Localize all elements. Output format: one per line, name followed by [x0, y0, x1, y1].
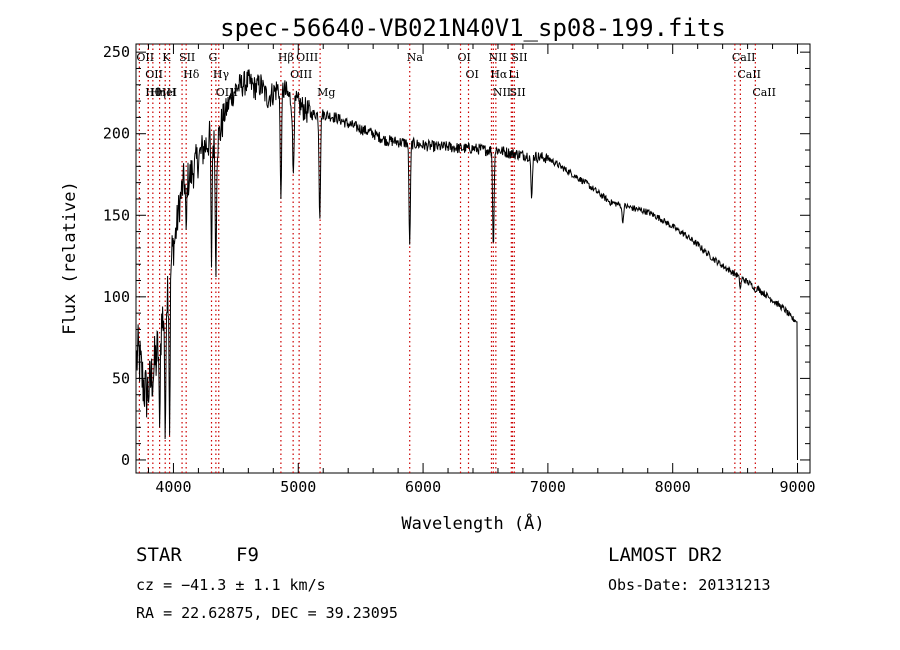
y-tick-label: 50	[112, 369, 130, 387]
spectral-line-label: Hδ	[183, 68, 200, 81]
x-tick-label: 6000	[405, 478, 441, 496]
y-tick-label: 250	[103, 43, 130, 61]
y-tick-label: 100	[103, 288, 130, 306]
y-tick-label: 200	[103, 125, 130, 143]
spectral-line-labels: OIIOIIHθHηHeIKHSIIHδGHγOIIIHβOIIIOIIIMgN…	[136, 51, 776, 99]
x-tick-label: 8000	[655, 478, 691, 496]
spectral-line-label: OII	[136, 51, 154, 64]
spectral-line-label: SII	[509, 86, 525, 99]
spectral-line-label: Hη	[150, 86, 166, 99]
object-subclass: F9	[236, 544, 259, 566]
spectral-line-label: OI	[458, 51, 471, 64]
y-axis-ticks: 0 50 100 150 200 250	[103, 43, 810, 469]
spectral-line-label: NII	[488, 51, 506, 64]
spectral-line-label: NII	[493, 86, 511, 99]
redshift-readout: cz = −41.3 ± 1.1 km/s	[136, 576, 326, 594]
spectral-line-label: Hα	[490, 68, 508, 81]
y-tick-label: 0	[121, 451, 130, 469]
spectral-line-label: CaII	[737, 68, 761, 81]
coordinates-readout: RA = 22.62875, DEC = 39.23095	[136, 604, 398, 622]
chart-title: spec-56640-VB021N40V1_sp08-199.fits	[220, 14, 726, 42]
spectral-line-label: SII	[511, 51, 527, 64]
spectral-line-label: Hθ	[145, 86, 162, 99]
survey-name: LAMOST DR2	[608, 544, 722, 566]
plot-frame	[135, 43, 811, 474]
spectral-line-label: Hγ	[213, 68, 230, 81]
spectral-line-markers	[138, 44, 756, 473]
spectral-line-label: HeI	[157, 86, 177, 99]
x-tick-label: 7000	[530, 478, 566, 496]
object-class: STAR	[136, 544, 182, 566]
observation-date: Obs-Date: 20131213	[608, 576, 771, 594]
spectrum-line	[136, 69, 798, 461]
x-axis-label: Wavelength (Å)	[401, 512, 544, 534]
x-axis-ticks: 4000 5000 6000 7000 8000 9000	[147, 44, 816, 496]
y-tick-label: 150	[103, 206, 130, 224]
y-axis-label: Flux (relative)	[60, 181, 80, 335]
spectral-line-label: CaII	[752, 86, 776, 99]
spectral-line-label: Li	[508, 68, 519, 81]
spectral-line-label: OI	[466, 68, 479, 81]
spectral-line-label: OIII	[290, 68, 312, 81]
spectral-line-label: Mg	[317, 86, 335, 99]
x-tick-label: 4000	[155, 478, 191, 496]
spectral-line-label: OII	[145, 68, 163, 81]
spectral-line-label: H	[167, 86, 177, 99]
spectral-line-label: SII	[179, 51, 195, 64]
x-tick-label: 9000	[779, 478, 815, 496]
spectral-line-label: CaII	[732, 51, 756, 64]
spectral-line-label: G	[209, 51, 218, 64]
spectral-line-label: K	[162, 51, 171, 64]
spectral-line-label: Na	[407, 51, 424, 64]
spectral-line-label: Hβ	[278, 51, 294, 64]
x-tick-label: 5000	[280, 478, 316, 496]
spectral-line-label: OIII	[296, 51, 318, 64]
